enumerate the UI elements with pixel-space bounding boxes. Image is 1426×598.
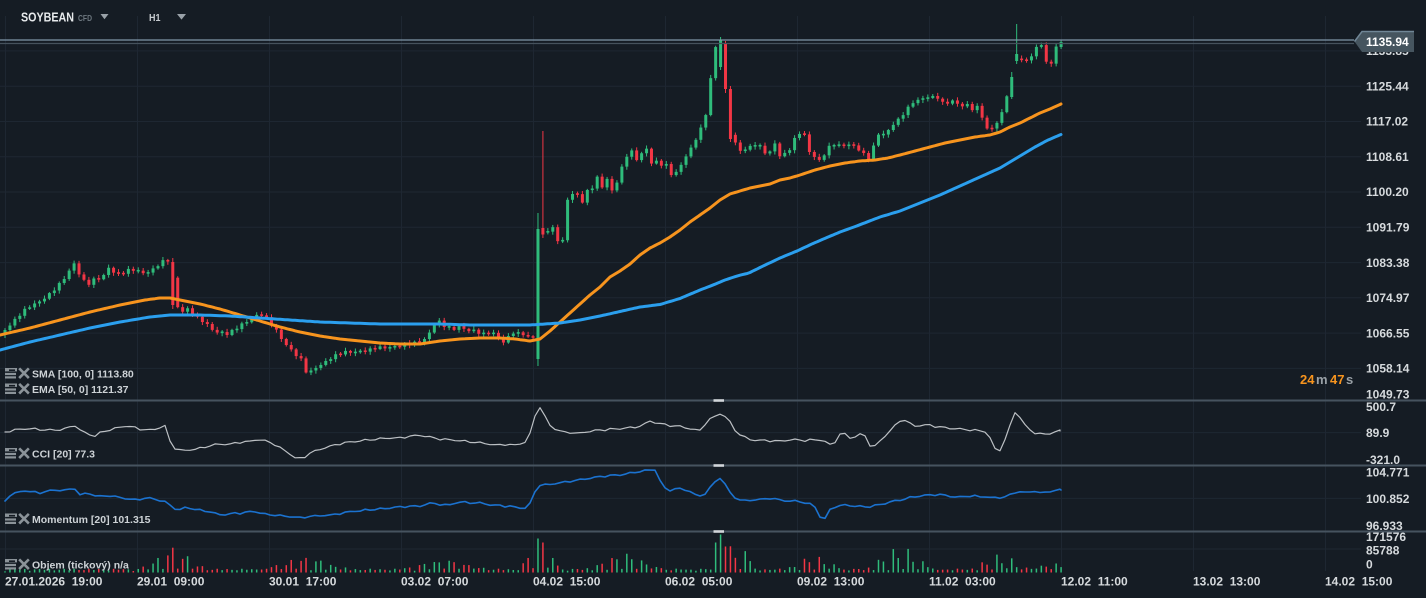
svg-text:27.01.2026 19:00: 27.01.2026 19:00 bbox=[5, 575, 103, 589]
svg-text:104.771: 104.771 bbox=[1366, 466, 1410, 480]
svg-text:1074.97: 1074.97 bbox=[1366, 291, 1410, 305]
svg-text:m: m bbox=[1316, 372, 1328, 387]
svg-text:09.02 13:00: 09.02 13:00 bbox=[797, 575, 865, 589]
svg-text:171576: 171576 bbox=[1366, 530, 1406, 544]
svg-text:12.02 11:00: 12.02 11:00 bbox=[1061, 575, 1128, 589]
svg-text:1135.94: 1135.94 bbox=[1366, 35, 1409, 49]
svg-text:0: 0 bbox=[1366, 558, 1373, 572]
svg-text:1066.55: 1066.55 bbox=[1366, 326, 1410, 340]
svg-text:1083.38: 1083.38 bbox=[1366, 256, 1410, 270]
svg-text:11.02 03:00: 11.02 03:00 bbox=[929, 575, 996, 589]
svg-text:500.7: 500.7 bbox=[1366, 400, 1396, 414]
svg-text:1091.79: 1091.79 bbox=[1366, 221, 1410, 235]
svg-text:85788: 85788 bbox=[1366, 544, 1400, 558]
svg-text:1117.02: 1117.02 bbox=[1366, 115, 1408, 129]
svg-text:06.02 05:00: 06.02 05:00 bbox=[665, 575, 733, 589]
svg-text:1100.20: 1100.20 bbox=[1366, 185, 1409, 199]
svg-text:CFD: CFD bbox=[78, 13, 92, 23]
svg-text:89.9: 89.9 bbox=[1366, 426, 1390, 440]
svg-text:s: s bbox=[1346, 372, 1353, 387]
svg-text:29.01 09:00: 29.01 09:00 bbox=[137, 575, 205, 589]
svg-text:100.852: 100.852 bbox=[1366, 492, 1410, 506]
svg-text:24: 24 bbox=[1300, 372, 1315, 387]
svg-text:13.02 13:00: 13.02 13:00 bbox=[1193, 575, 1261, 589]
svg-text:14.02 15:00: 14.02 15:00 bbox=[1325, 575, 1393, 589]
svg-text:CCI [20] 77.3: CCI [20] 77.3 bbox=[32, 448, 95, 460]
svg-text:SOYBEAN: SOYBEAN bbox=[21, 10, 74, 25]
svg-text:30.01 17:00: 30.01 17:00 bbox=[269, 575, 337, 589]
svg-text:04.02 15:00: 04.02 15:00 bbox=[533, 575, 601, 589]
svg-text:1058.14: 1058.14 bbox=[1366, 362, 1410, 376]
svg-text:EMA [50, 0] 1121.37: EMA [50, 0] 1121.37 bbox=[32, 384, 129, 396]
svg-text:1049.73: 1049.73 bbox=[1366, 388, 1410, 402]
svg-text:03.02 07:00: 03.02 07:00 bbox=[401, 575, 469, 589]
svg-text:1108.61: 1108.61 bbox=[1366, 150, 1409, 164]
svg-text:47: 47 bbox=[1330, 372, 1344, 387]
svg-text:Momentum [20] 101.315: Momentum [20] 101.315 bbox=[32, 514, 151, 526]
svg-text:-321.0: -321.0 bbox=[1366, 453, 1400, 467]
svg-text:Objem (tickový) n/a: Objem (tickový) n/a bbox=[32, 559, 129, 571]
svg-text:1125.44: 1125.44 bbox=[1366, 79, 1409, 93]
svg-text:96.933: 96.933 bbox=[1366, 519, 1403, 533]
svg-text:H1: H1 bbox=[149, 12, 161, 24]
svg-text:SMA [100, 0] 1113.80: SMA [100, 0] 1113.80 bbox=[32, 368, 134, 380]
